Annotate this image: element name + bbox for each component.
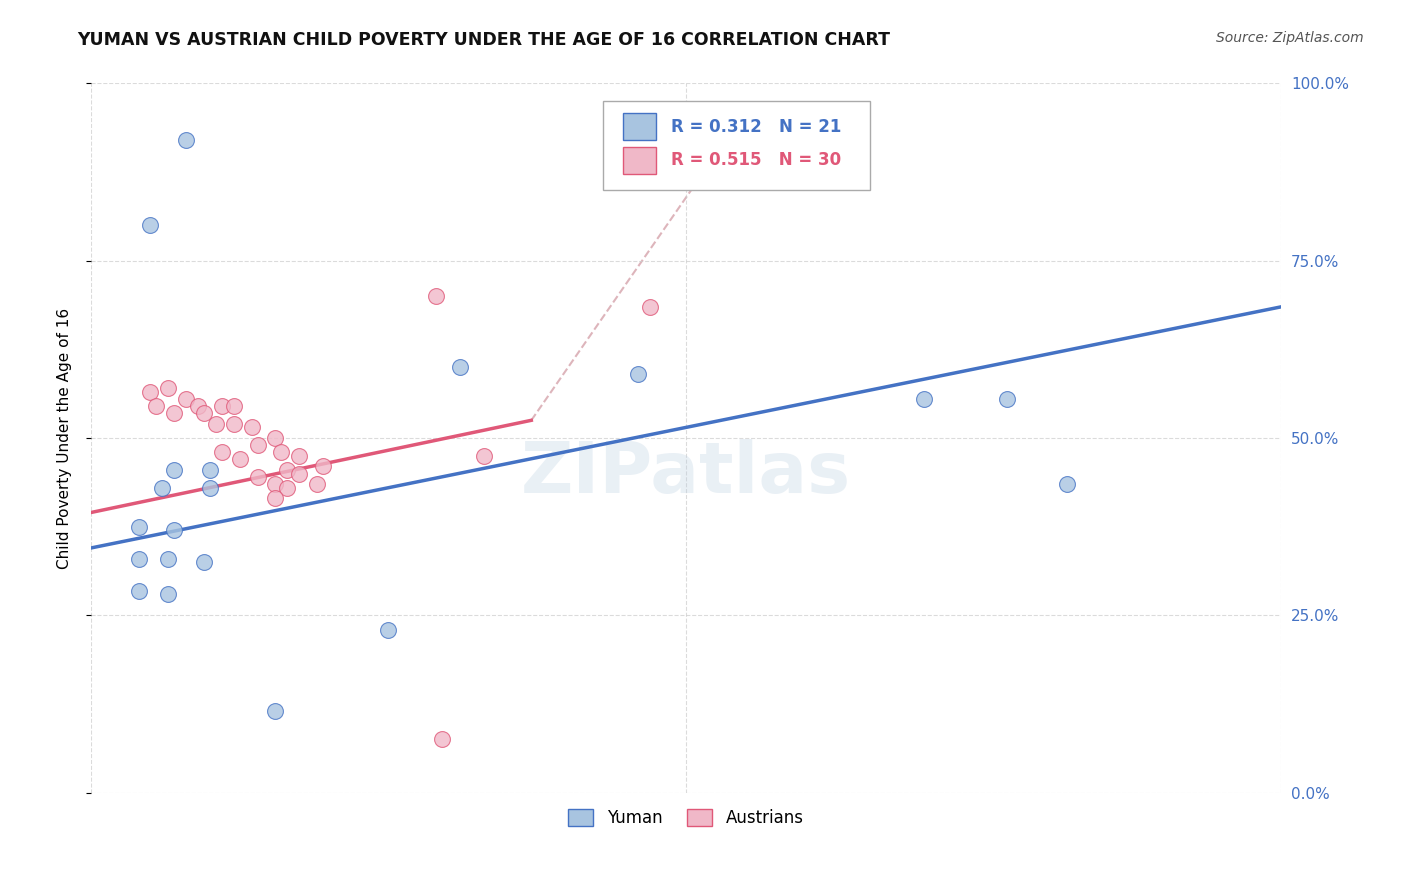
Text: R = 0.515   N = 30: R = 0.515 N = 30	[671, 151, 841, 169]
Point	[228, 452, 250, 467]
Point	[640, 300, 662, 314]
Text: R = 0.312   N = 21: R = 0.312 N = 21	[671, 118, 841, 136]
Point	[174, 133, 197, 147]
Point	[240, 420, 263, 434]
Point	[276, 481, 298, 495]
Point	[163, 463, 186, 477]
Point	[312, 459, 335, 474]
Point	[425, 289, 447, 303]
Y-axis label: Child Poverty Under the Age of 16: Child Poverty Under the Age of 16	[58, 308, 72, 568]
Point	[150, 481, 173, 495]
Point	[449, 360, 471, 375]
Point	[377, 623, 399, 637]
Point	[198, 463, 221, 477]
Point	[276, 463, 298, 477]
Point	[128, 551, 150, 566]
Point	[139, 219, 162, 233]
FancyBboxPatch shape	[603, 101, 870, 190]
Point	[163, 523, 186, 537]
Point	[307, 477, 329, 491]
Point	[163, 406, 186, 420]
Point	[264, 477, 287, 491]
Point	[270, 445, 292, 459]
Point	[222, 399, 245, 413]
Text: YUMAN VS AUSTRIAN CHILD POVERTY UNDER THE AGE OF 16 CORRELATION CHART: YUMAN VS AUSTRIAN CHILD POVERTY UNDER TH…	[77, 31, 890, 49]
Point	[205, 417, 228, 431]
Point	[193, 406, 215, 420]
Point	[430, 732, 453, 747]
Point	[157, 381, 180, 395]
Point	[193, 555, 215, 569]
Bar	[623, 113, 657, 140]
Point	[264, 491, 287, 506]
Point	[211, 445, 233, 459]
Point	[145, 399, 167, 413]
Point	[288, 449, 311, 463]
Point	[472, 449, 495, 463]
Point	[222, 417, 245, 431]
Point	[157, 551, 180, 566]
Point	[912, 392, 935, 406]
Point	[246, 438, 269, 452]
Text: ZIPatlas: ZIPatlas	[522, 439, 851, 508]
Point	[187, 399, 209, 413]
Point	[264, 431, 287, 445]
Point	[1056, 477, 1078, 491]
Point	[264, 704, 287, 718]
Point	[157, 587, 180, 601]
Point	[627, 368, 650, 382]
Point	[174, 392, 197, 406]
Point	[139, 384, 162, 399]
Point	[995, 392, 1018, 406]
Point	[211, 399, 233, 413]
Bar	[623, 146, 657, 174]
Legend: Yuman, Austrians: Yuman, Austrians	[562, 803, 810, 834]
Point	[128, 519, 150, 533]
Point	[198, 481, 221, 495]
Text: Source: ZipAtlas.com: Source: ZipAtlas.com	[1216, 31, 1364, 45]
Point	[603, 133, 626, 147]
Point	[288, 467, 311, 481]
Point	[128, 583, 150, 598]
Point	[246, 470, 269, 484]
